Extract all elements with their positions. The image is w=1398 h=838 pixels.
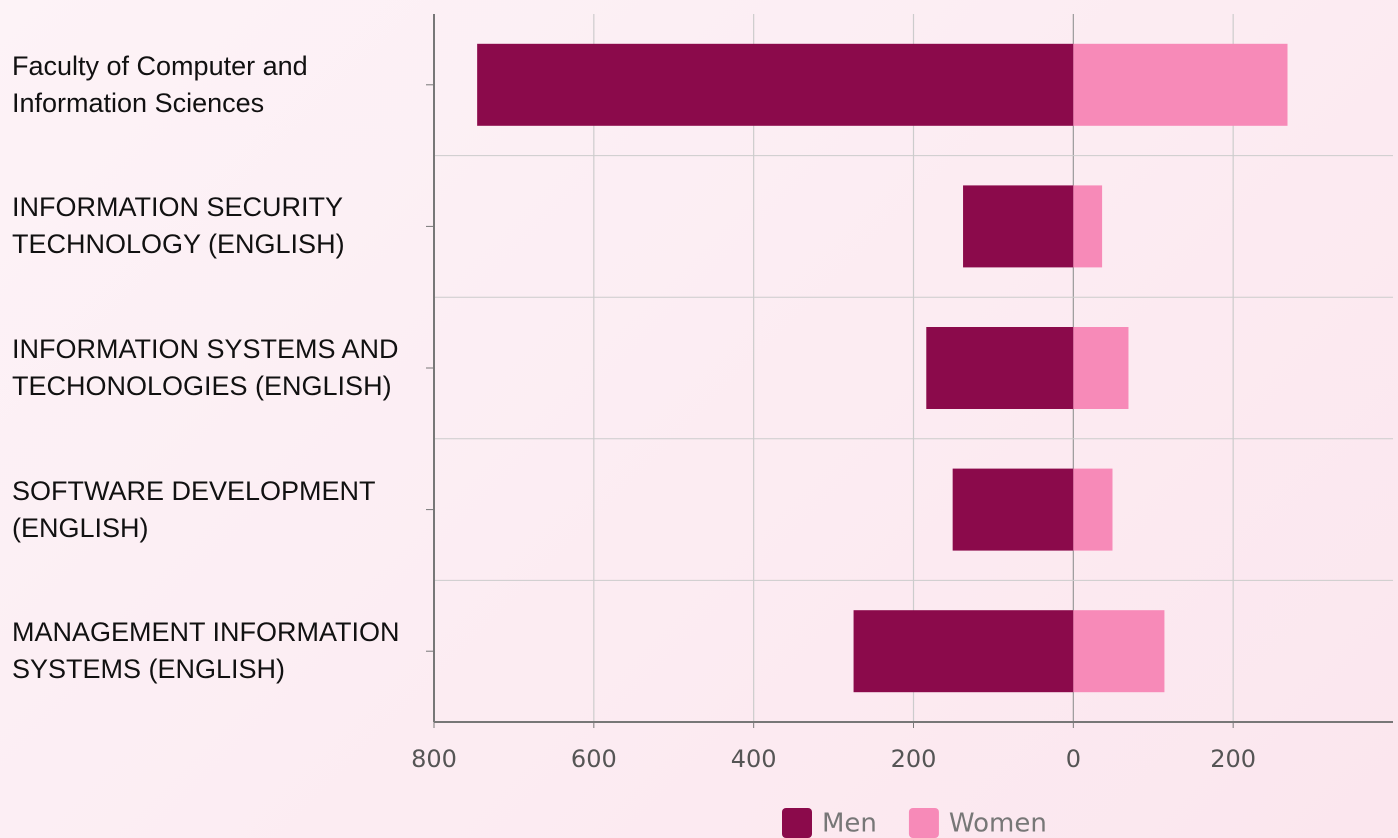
bar (952, 468, 1074, 551)
bar (853, 610, 1074, 693)
bar (1073, 43, 1288, 126)
legend-swatch (782, 808, 812, 838)
bar (926, 327, 1074, 409)
bar (1073, 468, 1113, 551)
bar (963, 185, 1074, 268)
legend-item[interactable]: Women (908, 808, 1047, 838)
category-label: INFORMATION SYSTEMS AND TECHONOLOGIES (E… (12, 334, 399, 401)
legend-label: Men (822, 809, 877, 838)
legend-swatch (908, 808, 939, 838)
legend-item[interactable]: Men (782, 808, 877, 838)
category-label: SOFTWARE DEVELOPMENT (ENGLISH) (12, 475, 376, 543)
category-label: INFORMATION SECURITY TECHNOLOGY (ENGLISH… (12, 192, 345, 260)
legend-label: Women (949, 809, 1047, 838)
bar (1073, 610, 1165, 693)
x-tick-label: 800 (411, 745, 457, 773)
x-tick-label: 200 (1210, 745, 1256, 773)
x-tick-label: 400 (731, 745, 777, 773)
category-label: Faculty of Computer and Information Scie… (12, 50, 308, 118)
x-tick-label: 200 (891, 745, 937, 773)
category-label: MANAGEMENT INFORMATION SYSTEMS (ENGLISH) (12, 617, 400, 685)
x-tick-label: 600 (571, 745, 617, 773)
bar (477, 43, 1074, 126)
bar (1073, 327, 1129, 409)
bar (1073, 185, 1103, 268)
x-tick-label: 0 (1066, 745, 1081, 773)
